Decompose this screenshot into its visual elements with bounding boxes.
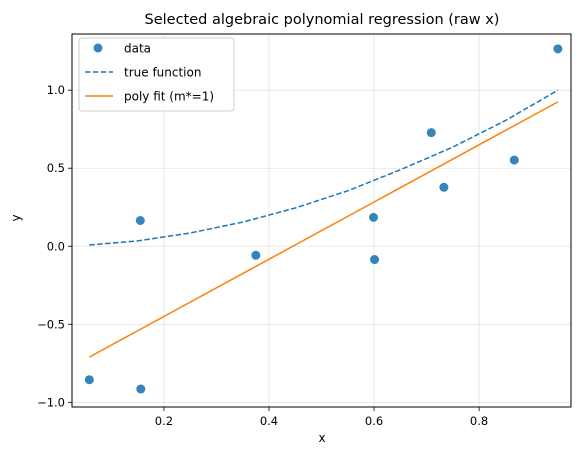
data-point [251, 251, 260, 260]
y-tick-label: −0.5 [37, 317, 65, 331]
data-point [510, 156, 519, 165]
x-tick-label: 0.2 [155, 414, 173, 428]
x-tick-label: 0.4 [260, 414, 278, 428]
y-tick-label: 1.0 [47, 83, 65, 97]
axis-ticks: 0.2 0.4 0.6 0.8 −1.0 −0.5 0.0 0.5 1.0 [37, 83, 488, 428]
legend-label: poly fit (m*=1) [124, 90, 214, 104]
poly-fit-line [89, 102, 558, 357]
y-tick-label: 0.0 [47, 239, 65, 253]
x-axis-label: x [318, 431, 325, 445]
y-tick-label: 0.5 [47, 161, 65, 175]
y-tick-label: −1.0 [37, 395, 65, 409]
y-axis-label: y [9, 214, 23, 221]
x-tick-label: 0.6 [365, 414, 383, 428]
legend-label: data [124, 42, 151, 56]
data-point [370, 255, 379, 264]
data-point [136, 216, 145, 225]
true-function-line [89, 90, 558, 245]
legend: data true function poly fit (m*=1) [79, 38, 234, 111]
data-point [427, 128, 436, 137]
data-point [369, 213, 378, 222]
data-point [439, 183, 448, 192]
data-point [553, 44, 562, 53]
legend-marker-data [94, 44, 103, 53]
data-point [85, 375, 94, 384]
x-tick-label: 0.8 [470, 414, 488, 428]
data-point [136, 385, 145, 394]
legend-label: true function [124, 66, 201, 80]
chart-title: Selected algebraic polynomial regression… [145, 12, 500, 28]
